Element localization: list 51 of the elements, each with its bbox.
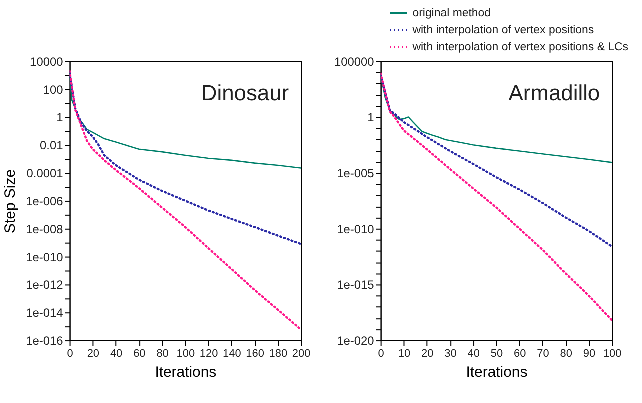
x-tick-label: 20: [87, 348, 100, 360]
y-tick-label: 1e-014: [26, 306, 64, 320]
line-series: [70, 70, 302, 331]
x-tick-label: 60: [514, 348, 526, 360]
y-tick-label: 1e-015: [337, 278, 375, 292]
y-tick-label: 0.01: [40, 138, 64, 153]
text: Dinosaur: [201, 80, 290, 106]
y-tick-label: 1: [368, 110, 375, 125]
x-tick-label: 120: [200, 348, 218, 360]
y-tick-label: 1e-010: [26, 250, 64, 264]
x-tick-label: 200: [292, 348, 311, 360]
x-tick-label: 20: [421, 348, 434, 360]
legend-label: with interpolation of vertex positions: [412, 24, 594, 36]
y-tick-label: 1e-016: [26, 334, 64, 348]
x-tick-label: 70: [537, 348, 550, 360]
line-series: [380, 74, 612, 248]
y-tick-label: 0.0001: [26, 166, 64, 181]
y-tick-label: 1e-010: [337, 222, 375, 236]
x-tick-label: 100: [176, 348, 196, 360]
y-tick-label: 1e-008: [26, 222, 64, 236]
line-series: [380, 72, 612, 322]
y-tick-label: 1e-006: [26, 194, 64, 208]
y-tick-label: 1e-020: [337, 334, 375, 348]
x-tick-label: 40: [110, 348, 123, 360]
y-tick-label: 1e-005: [337, 166, 375, 181]
y-tick-label: 10000: [30, 54, 64, 69]
x-tick-label: 180: [269, 348, 288, 360]
legend-label: original method: [412, 8, 492, 20]
y-tick-label: 100000: [334, 54, 375, 69]
x-tick-label: 0: [378, 348, 384, 360]
x-tick-label: 30: [444, 348, 457, 360]
x-tick-label: 90: [583, 348, 596, 360]
x-tick-label: 80: [156, 348, 169, 360]
y-tick-label: 100: [43, 82, 64, 97]
x-tick-label: 100: [603, 348, 622, 360]
legend-label: with interpolation of vertex positions & LCs: [412, 41, 629, 54]
x-tick-label: 140: [223, 348, 242, 360]
x-tick-label: 80: [560, 348, 572, 360]
x-tick-label: 50: [490, 348, 504, 360]
x-axis-title: Iterations: [466, 364, 528, 381]
y-axis-title: Step Size: [2, 170, 20, 234]
line-series: [70, 71, 302, 246]
x-axis-title: Iterations: [155, 364, 217, 381]
y-tick-label: 1: [56, 110, 64, 125]
y-tick-label: 1e-012: [26, 278, 64, 292]
x-tick-label: 160: [246, 348, 264, 360]
x-tick-label: 40: [468, 348, 480, 360]
x-tick-label: 10: [398, 348, 411, 360]
x-tick-label: 60: [134, 348, 146, 360]
text: Armadillo: [508, 80, 600, 106]
x-tick-label: 0: [67, 348, 74, 360]
